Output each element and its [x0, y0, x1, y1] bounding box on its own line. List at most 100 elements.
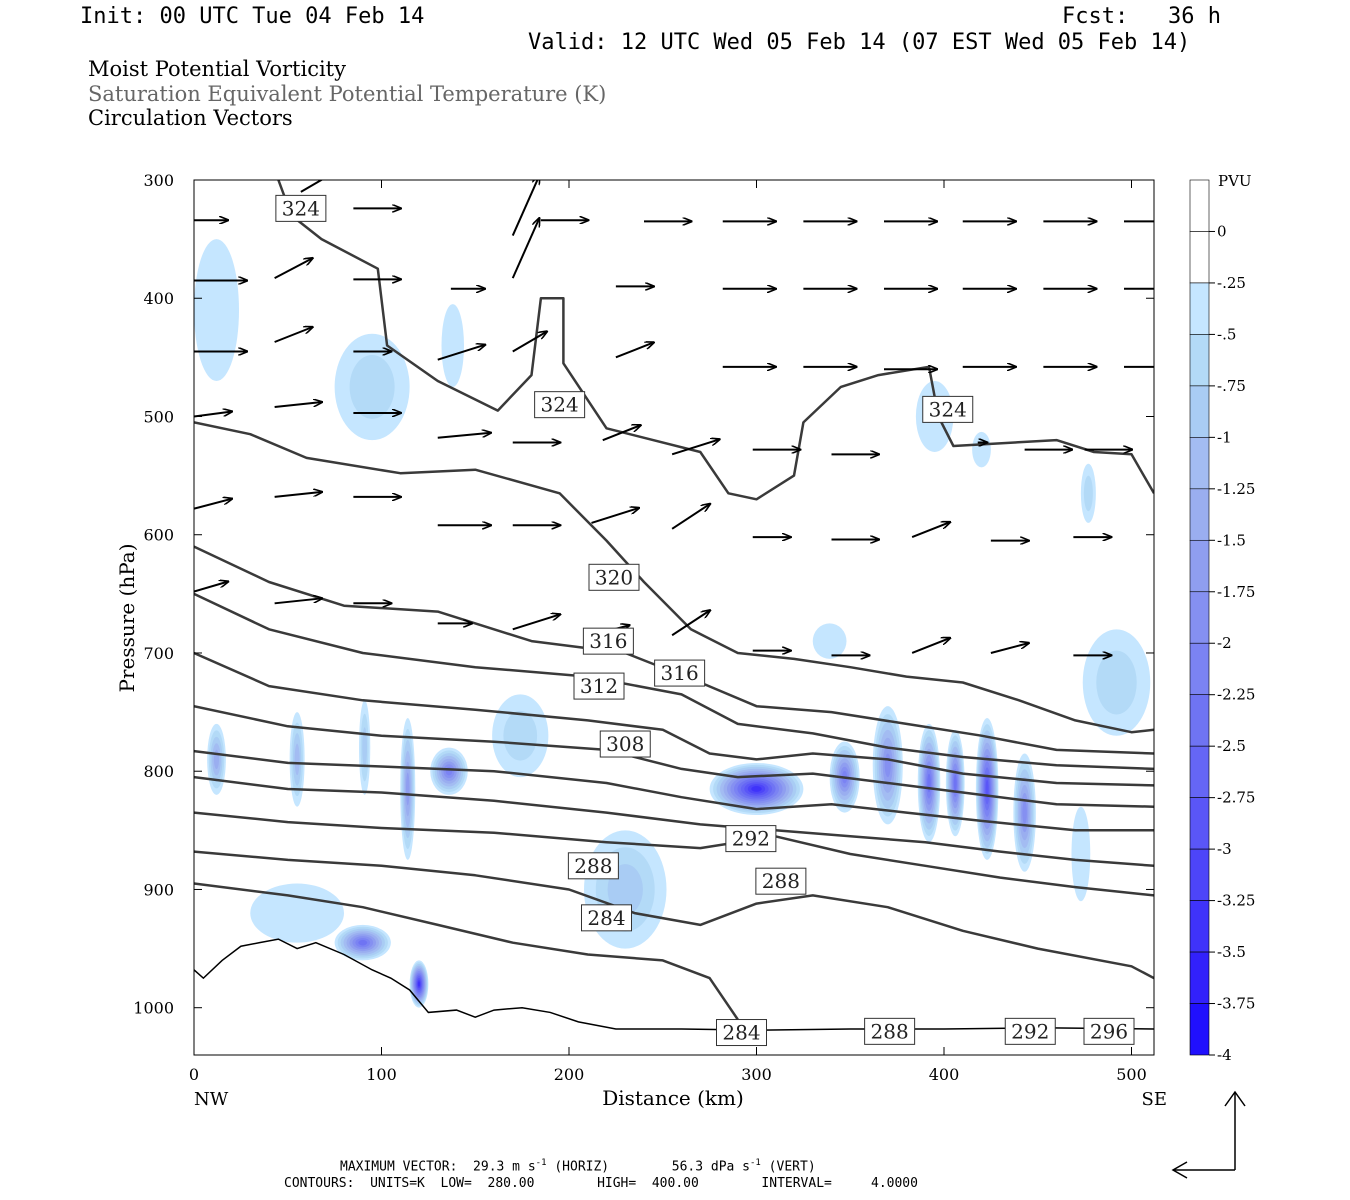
contour-label-text: 288 [871, 1019, 909, 1043]
pv-region-band [972, 431, 991, 468]
colorbar: 0 -.25 -.5 -.75 -1 -1.25 -1.5 -1.75 -2 -2.25 -2.5 -… [1189, 179, 1255, 1064]
pv-region-band [441, 304, 464, 387]
pv-region-band [1096, 650, 1137, 715]
contour-label: 324 [275, 194, 327, 222]
circulation-vector [274, 598, 323, 605]
colorbar-unit: PVU [1218, 172, 1252, 190]
contour-label-box [755, 867, 807, 895]
init-time: Init: 00 UTC Tue 04 Feb 14 [80, 4, 425, 29]
colorbar-label: -3.25 [1217, 892, 1255, 910]
circulation-vector [300, 180, 324, 193]
pv-region [972, 431, 991, 468]
contour-label-text: 324 [282, 196, 320, 220]
colorbar-swatch [1189, 694, 1210, 747]
contour-label-box [582, 627, 634, 655]
colorbar-label: -1.75 [1217, 583, 1255, 601]
circulation-vector [194, 499, 232, 510]
colorbar-swatch [1189, 642, 1210, 696]
pv-region-band [362, 727, 368, 768]
contour-label-box [654, 659, 706, 687]
circulation-vector [671, 610, 710, 637]
contour-label: 292 [725, 825, 777, 853]
circulation-vector [274, 402, 323, 409]
forecast-label: Fcst: [1062, 4, 1129, 29]
contour-label-box [922, 395, 974, 423]
theta-contour-324 [277, 180, 1154, 501]
colorbar-label: -1.5 [1217, 531, 1246, 549]
colorbar-label: -3.75 [1217, 995, 1255, 1013]
contour-label: 288 [755, 867, 807, 895]
x-axis-title: Distance (km) [602, 1086, 744, 1110]
colorbar-label: -4 [1217, 1046, 1232, 1064]
y-tick-label: 300 [143, 171, 174, 190]
contour-label-box [573, 672, 625, 700]
theta-contour-296 [194, 775, 1154, 868]
contour-label-text: 324 [929, 397, 967, 421]
colorbar-label: -.25 [1217, 274, 1246, 292]
pv-region [917, 723, 941, 843]
circulation-vector [274, 258, 313, 280]
contour-label: 284 [581, 904, 632, 932]
contour-label-layer: 324 324 324 320 316 316 312 308 292 288 288 284 284 2… [275, 194, 1135, 1047]
contour-label-text: 316 [589, 629, 627, 653]
terrain-line [194, 938, 1154, 1031]
contour-label-text: 288 [762, 869, 800, 893]
contour-label-box [567, 852, 619, 880]
contour-label-box [864, 1017, 916, 1045]
contour-label: 288 [567, 852, 619, 880]
contour-label-box [599, 730, 651, 758]
contour-label-text: 316 [661, 661, 699, 685]
pv-region [492, 694, 549, 778]
circulation-vector [511, 218, 540, 279]
theta-contour-308 [194, 651, 1154, 787]
theta-contour-316 [194, 545, 1154, 755]
y-tick-label: 400 [143, 289, 174, 308]
pv-region-band [250, 883, 344, 943]
colorbar-swatch [1189, 539, 1210, 593]
contour-label: 324 [922, 395, 974, 423]
x-tick-label: 100 [366, 1065, 397, 1084]
pv-region-band [985, 779, 989, 799]
colorbar-label: 0 [1217, 222, 1227, 240]
circulation-vector [274, 492, 323, 498]
pv-region [334, 924, 391, 961]
pv-region [812, 623, 847, 659]
contour-label: 292 [1004, 1017, 1056, 1045]
contour-label-box [1004, 1017, 1056, 1045]
colorbar-swatch [1189, 848, 1210, 901]
colorbar-label: -2.75 [1217, 789, 1255, 807]
contour-info: CONTOURS: UNITS=K LOW= 280.00 HIGH= 400.… [284, 1176, 918, 1191]
field-title-theta: Saturation Equivalent Potential Temperat… [88, 82, 607, 106]
pv-region [207, 723, 226, 795]
contour-label: 308 [599, 730, 651, 758]
pv-region-band [194, 239, 239, 382]
pv-region-band [953, 774, 957, 792]
forecast-hour: 36 h [1168, 4, 1221, 29]
contour-label-box [275, 194, 327, 222]
pv-region-band [1083, 475, 1093, 512]
pv-region [872, 706, 903, 825]
pv-region [250, 883, 344, 943]
field-title-vectors: Circulation Vectors [88, 106, 293, 130]
contour-label-text: 308 [606, 732, 644, 756]
pv-region-band [1022, 800, 1027, 825]
colorbar-swatch [1189, 437, 1210, 490]
pv-region-band [751, 786, 762, 792]
contour-label-box [534, 391, 586, 419]
right-endpoint-label: SE [1142, 1089, 1167, 1110]
plot-frame [193, 179, 1155, 1056]
terrain-layer [194, 938, 1154, 1031]
circulation-vector [911, 638, 950, 654]
contour-label-text: 288 [574, 854, 612, 878]
pv-region [441, 304, 464, 387]
pv-region [194, 239, 239, 382]
pv-region [409, 960, 429, 1008]
circulation-vector [437, 433, 491, 439]
pv-region-band [503, 710, 538, 761]
colorbar-swatch [1189, 900, 1210, 953]
pv-region-band [884, 753, 891, 778]
colorbar-swatch [1189, 282, 1210, 335]
circulation-vector [602, 425, 641, 442]
colorbar-swatch [1189, 951, 1210, 1004]
